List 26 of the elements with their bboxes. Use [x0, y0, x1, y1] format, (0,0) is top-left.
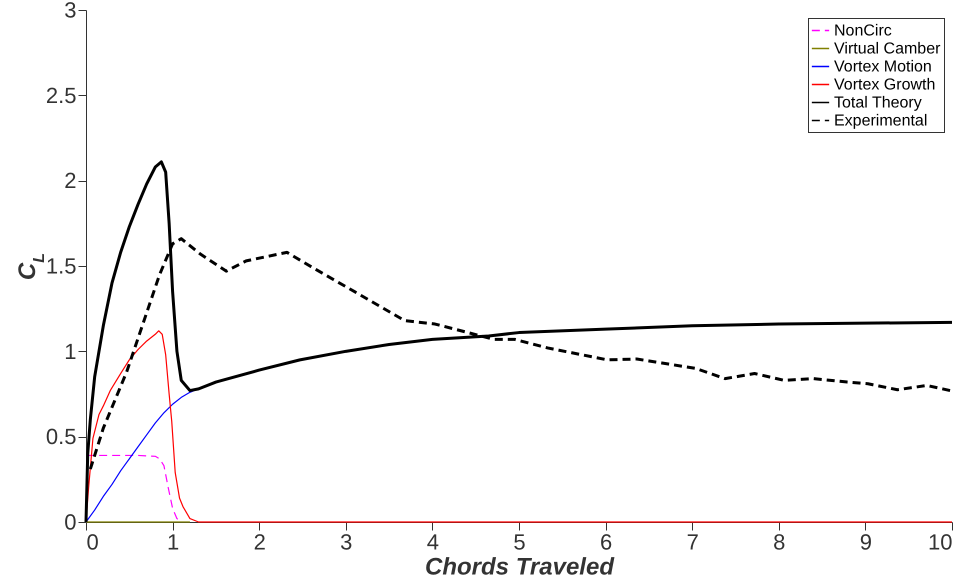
y-tick-label: 0.5 — [46, 424, 76, 450]
x-tick-label: 4 — [426, 530, 440, 554]
x-tick-label: 10 — [928, 530, 952, 554]
line-series — [85, 390, 195, 523]
legend-label: Virtual Camber — [834, 40, 942, 58]
x-tick-label: 1 — [166, 530, 180, 554]
x-tick-label: 9 — [860, 530, 872, 554]
x-tick-label: 0 — [86, 530, 99, 554]
y-tick-label: 2 — [64, 168, 76, 194]
legend-label: Experimental — [834, 112, 928, 130]
y-tick-label: 3 — [64, 0, 76, 22]
x-tick-label: 2 — [254, 530, 266, 554]
x-tick-label: 5 — [513, 530, 526, 554]
x-tick-label: 8 — [773, 530, 786, 554]
y-tick-label: 1.5 — [46, 254, 76, 278]
y-tick-label: 1 — [64, 338, 76, 364]
legend-label: Vortex Motion — [834, 58, 932, 76]
x-tick-label: 3 — [340, 530, 352, 554]
x-tick-label: 7 — [686, 530, 699, 554]
x-axis-title: Chords Traveled — [425, 554, 616, 578]
y-tick-label: 0 — [64, 510, 76, 534]
legend-label: Vortex Growth — [834, 76, 936, 94]
legend-label: Total Theory — [834, 94, 922, 112]
x-tick-label: 6 — [600, 530, 612, 554]
y-tick-label: 2.5 — [46, 82, 76, 108]
legend-label: NonCirc — [834, 22, 892, 40]
